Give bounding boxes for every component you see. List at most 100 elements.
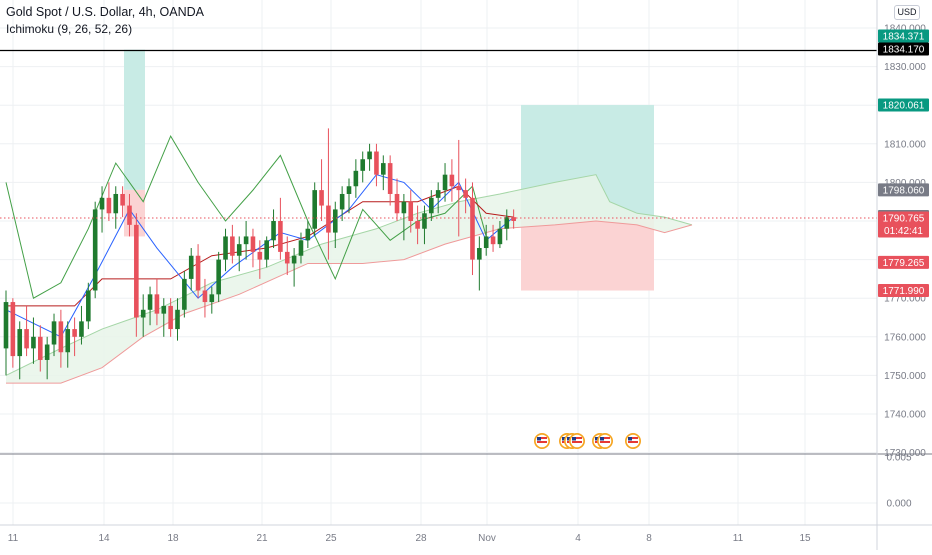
us-flag-icon[interactable] xyxy=(534,433,550,449)
candle-body xyxy=(44,344,50,360)
flag-canton xyxy=(562,437,566,441)
candle-body xyxy=(394,193,400,214)
candle-body xyxy=(236,244,242,256)
candle-body xyxy=(470,197,475,260)
candle-body xyxy=(120,193,125,206)
indicator-tick-label[interactable]: 0.005 xyxy=(886,453,911,464)
price-label-bg xyxy=(878,42,929,56)
candle-body xyxy=(332,209,338,233)
candle-body xyxy=(456,186,462,191)
time-tick-label[interactable]: 11 xyxy=(8,533,19,544)
candle-body xyxy=(51,321,57,345)
candle-body xyxy=(99,197,105,210)
candle-body xyxy=(17,329,23,357)
candle-body xyxy=(127,205,132,225)
candle-body xyxy=(250,236,256,252)
time-tick-label[interactable]: 14 xyxy=(98,533,110,544)
flag-stripe xyxy=(572,441,582,443)
candle-body xyxy=(140,309,146,318)
candle-body xyxy=(202,290,208,303)
price-label-bg xyxy=(878,98,929,112)
price-label-bg xyxy=(878,211,929,238)
price-labels: 1834.3711834.1701820.0611798.0601791.172… xyxy=(878,29,929,298)
time-tick-label[interactable]: 18 xyxy=(167,533,179,544)
price-label-bg xyxy=(878,255,929,269)
candle-body xyxy=(387,163,393,194)
candle-body xyxy=(291,255,297,264)
candle-body xyxy=(168,305,173,330)
time-tick-label[interactable]: 28 xyxy=(415,533,427,544)
time-tick-label[interactable]: 21 xyxy=(256,533,268,544)
indicator-tick-label[interactable]: 0.000 xyxy=(886,499,911,510)
price-label-text: 1790.765 xyxy=(883,214,925,225)
candle-body xyxy=(415,221,420,229)
candle-body xyxy=(374,151,379,175)
candle-body xyxy=(305,228,311,241)
economic-events[interactable] xyxy=(534,433,641,449)
candle-body xyxy=(92,209,98,291)
grid xyxy=(0,0,877,525)
price-label: 1798.060 xyxy=(878,183,929,197)
candle-body xyxy=(497,228,503,245)
candle-body xyxy=(106,197,112,214)
us-flag-icon[interactable] xyxy=(625,433,641,449)
candle-body xyxy=(3,302,9,349)
price-tick-label[interactable]: 1770.000 xyxy=(884,294,926,305)
symbol-title[interactable]: Gold Spot / U.S. Dollar, 4h, OANDA xyxy=(6,5,204,19)
time-tick-label[interactable]: 4 xyxy=(575,533,581,544)
candle-body xyxy=(195,255,201,291)
candle-body xyxy=(360,159,366,171)
price-label-text: 1798.060 xyxy=(883,185,925,196)
candle-body xyxy=(223,236,228,260)
indicator-legend[interactable]: Ichimoku (9, 26, 52, 26) xyxy=(6,22,133,36)
price-tick-label[interactable]: 1730.000 xyxy=(884,448,926,459)
us-flag-icon[interactable] xyxy=(597,433,613,449)
price-label: 1771.990 xyxy=(878,284,929,298)
flag-canton xyxy=(567,437,571,441)
time-tick-label[interactable]: Nov xyxy=(478,533,496,544)
time-tick-label[interactable]: 25 xyxy=(325,533,337,544)
long-position-stop xyxy=(521,218,654,291)
price-tick-label[interactable]: 1830.000 xyxy=(884,62,926,73)
candle-body xyxy=(278,221,283,252)
candle-body xyxy=(339,193,345,210)
price-tick-label[interactable]: 1750.000 xyxy=(884,371,926,382)
candle-body xyxy=(230,236,235,256)
candle-body xyxy=(326,205,331,233)
time-tick-label[interactable]: 15 xyxy=(799,533,811,544)
price-tick-label[interactable]: 1810.000 xyxy=(884,139,926,150)
flag-stripe xyxy=(537,437,547,439)
candle-body xyxy=(401,201,407,214)
candle-body xyxy=(442,174,448,191)
price-label: 1779.265 xyxy=(878,255,929,269)
price-tick-label[interactable]: 1760.000 xyxy=(884,332,926,343)
candle-body xyxy=(113,193,119,214)
candle-body xyxy=(86,290,91,322)
candle-body xyxy=(65,329,71,353)
candle-body xyxy=(134,224,139,318)
candle-body xyxy=(182,278,187,310)
candle-body xyxy=(477,248,482,260)
price-label-text: 1771.990 xyxy=(883,286,925,297)
candle-body xyxy=(154,294,160,314)
currency-button[interactable]: USD xyxy=(894,5,920,20)
time-tick-label[interactable]: 11 xyxy=(733,533,744,544)
horizontal-lines[interactable] xyxy=(0,49,877,219)
price-label: 1834.371 xyxy=(878,29,929,43)
price-tick-label[interactable]: 1840.000 xyxy=(884,24,926,35)
flag-stripe xyxy=(628,441,638,443)
candle-body xyxy=(346,186,352,194)
candle-body xyxy=(353,170,359,187)
flag-canton xyxy=(600,437,604,441)
candle-body xyxy=(209,294,215,303)
candle-body xyxy=(449,174,455,187)
time-tick-label[interactable]: 8 xyxy=(646,533,652,544)
candle-body xyxy=(10,302,16,357)
candle-body xyxy=(429,197,434,214)
price-tick-label[interactable]: 1740.000 xyxy=(884,410,926,421)
us-flag-icon[interactable] xyxy=(569,433,585,449)
candle-body xyxy=(367,151,372,160)
leading-span-b xyxy=(6,220,693,384)
